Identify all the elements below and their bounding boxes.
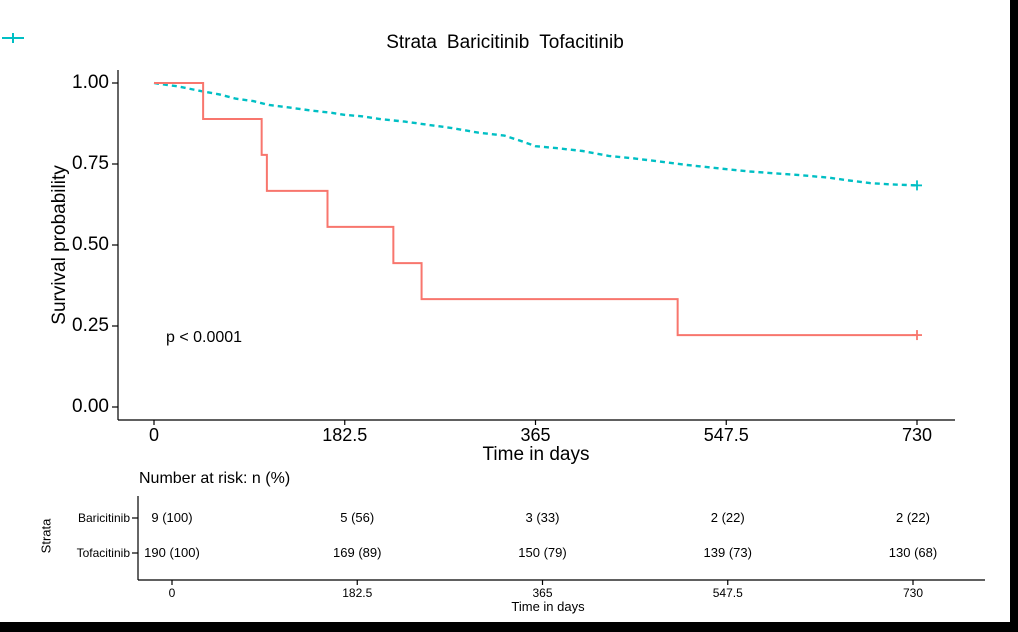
y-tick-label: 0.00 [72,396,109,417]
p-value-annotation: p < 0.0001 [166,329,243,346]
risk-x-tick-label: 0 [168,586,176,600]
y-tick-label: 0.25 [72,315,109,336]
risk-value: 2 (22) [896,510,930,525]
risk-value: 5 (56) [340,510,375,525]
x-tick-label: 0 [148,425,159,445]
y-tick-label: 0.75 [72,153,109,174]
risk-row-label-tofacitinib: Tofacitinib [76,546,130,560]
y-tick-label: 1.00 [72,72,109,93]
x-tick-label: 365 [520,425,551,445]
y-tick-label: 0.50 [72,234,109,255]
x-tick-label: 182.5 [322,425,368,445]
risk-value: 3 (33) [525,510,560,525]
legend-item-label: Tofacitinib [539,32,624,53]
risk-value: 130 (68) [888,545,938,560]
risk-value: 150 (79) [518,545,567,560]
x-tick-label: 547.5 [703,425,749,445]
legend-key-plus-icon [2,33,24,43]
risk-x-tick-label: 547.5 [712,586,743,600]
risk-x-tick-label: 365 [532,586,553,600]
x-axis-title: Time in days [482,444,590,465]
legend: Strata Baricitinib Tofacitinib [0,30,1010,56]
legend-title: Strata [386,32,437,53]
curve-baricitinib [154,82,917,337]
risk-value: 169 (89) [333,545,382,560]
risk-value: 190 (100) [144,545,200,560]
risk-table-x-axis-title: Time in days [511,599,585,614]
risk-value: 2 (22) [710,510,745,525]
legend-item-label: Baricitinib [446,32,530,53]
risk-value: 9 (100) [151,510,193,525]
x-tick-label: 730 [901,425,933,445]
risk-table-title: Number at risk: n (%) [139,470,291,487]
screenshot-black-border-right [1010,0,1018,632]
risk-x-tick-label: 730 [902,586,924,600]
legend-item-tofacitinib[interactable]: Tofacitinib [2,32,624,54]
screenshot-black-border-bottom [0,622,1018,632]
curve-tofacitinib [153,81,918,187]
risk-x-tick-label: 182.5 [342,586,373,600]
legend-item-baricitinib[interactable]: Baricitinib [2,32,530,54]
risk-row-label-baricitinib: Baricitinib [77,511,130,525]
risk-value: 139 (73) [703,545,752,560]
